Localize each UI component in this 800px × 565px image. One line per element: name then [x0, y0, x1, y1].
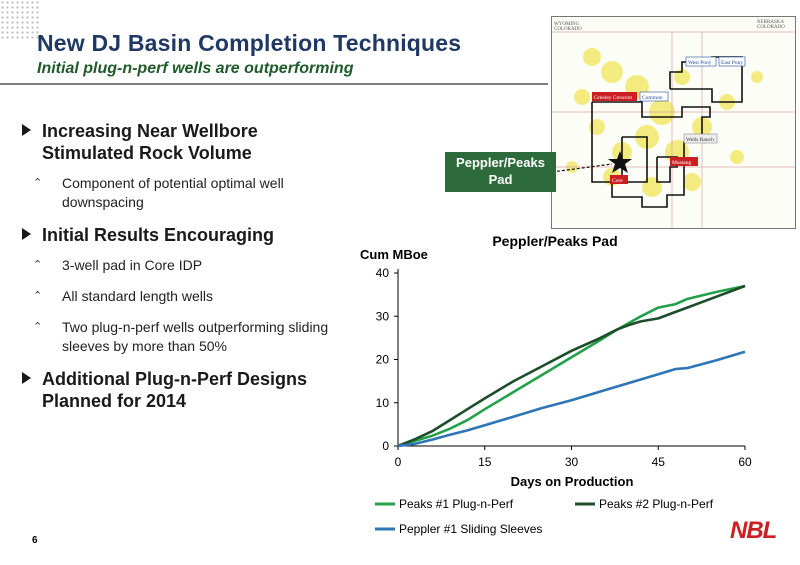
map-area-label: Greeley Crescent [594, 95, 632, 101]
slide-title: New DJ Basin Completion Techniques [37, 30, 462, 56]
sub-bullet-text: 3-well pad in Core IDP [62, 257, 203, 273]
series-line-3 [397, 350, 746, 448]
dj-basin-map: WYOMING COLORADO NEBRASKA COLORADO West … [551, 16, 796, 229]
corner-pattern [0, 0, 40, 40]
bullet-3-text: Additional Plug-n-Perf Designs Planned f… [42, 369, 308, 411]
legend-label: Peppler #1 Sliding Sleeves [399, 522, 542, 536]
slide-subtitle: Initial plug-n-perf wells are outperform… [37, 60, 354, 77]
nbl-logo: NBL [730, 517, 777, 544]
x-tick-label: 60 [738, 455, 752, 469]
y-tick-label: 30 [376, 309, 390, 323]
sub-bullet-text: All standard length wells [62, 288, 213, 304]
sub-bullet: ⌃ 3-well pad in Core IDP [22, 256, 352, 275]
map-area-label: West Pony [688, 60, 712, 66]
sub-bullet: ⌃ All standard length wells [22, 287, 352, 306]
sub-bullet: ⌃ Two plug-n-perf wells outperforming sli… [22, 318, 352, 356]
y-axis-label: Cum MBoe [360, 247, 428, 262]
y-tick-label: 10 [376, 396, 390, 410]
y-tick-label: 20 [376, 353, 390, 367]
axes: 0 10 20 30 40 0 15 30 45 60 [376, 266, 752, 469]
bullet-1: Increasing Near Wellbore Stimulated Rock… [22, 120, 352, 164]
bullet-triangle-icon [22, 372, 31, 384]
bullet-3: Additional Plug-n-Perf Designs Planned f… [22, 368, 352, 412]
map-labels: WYOMING COLORADO NEBRASKA COLORADO [554, 20, 785, 32]
sub-bullet-text: Component of potential optimal well down… [62, 175, 284, 210]
sub-bullet-text: Two plug-n-perf wells outperforming slid… [62, 319, 329, 354]
chart-title: Peppler/Peaks Pad [492, 233, 617, 249]
series-line-1 [397, 284, 746, 448]
title-divider [0, 83, 548, 85]
y-tick-label: 40 [376, 266, 390, 280]
star-icon [608, 151, 632, 173]
bullet-triangle-icon [22, 124, 31, 136]
bullet-triangle-icon [22, 228, 31, 240]
map-state-label: NEBRASKA [757, 20, 784, 25]
map-area-label: Mustang [672, 160, 692, 166]
bullet-1-text: Increasing Near Wellbore Stimulated Rock… [42, 121, 258, 163]
production-chart: Peppler/Peaks Pad Cum MBoe Days on Produ… [360, 233, 752, 536]
map-area-label: East Pony [721, 60, 743, 66]
caret-icon: ⌃ [33, 290, 43, 302]
page-number: 6 [32, 535, 38, 546]
map-area-label: Common [642, 95, 663, 101]
bullet-2: Initial Results Encouraging [22, 224, 352, 246]
legend-label: Peaks #2 Plug-n-Perf [599, 497, 714, 511]
map-state-label: WYOMING [554, 22, 580, 27]
callout-leader [552, 163, 613, 173]
well-scatter [566, 48, 763, 197]
x-tick-label: 0 [395, 455, 402, 469]
map-area-label: Wells Ranch [686, 137, 714, 143]
series-lines [397, 284, 746, 448]
map-state-label: COLORADO [554, 27, 582, 32]
caret-icon: ⌃ [33, 177, 43, 189]
x-tick-label: 45 [652, 455, 666, 469]
caret-icon: ⌃ [33, 259, 43, 271]
caret-icon: ⌃ [33, 321, 43, 333]
map-graphic: WYOMING COLORADO NEBRASKA COLORADO West … [552, 20, 795, 228]
x-tick-label: 30 [565, 455, 579, 469]
pad-callout: Peppler/Peaks Pad [445, 152, 556, 192]
sub-bullet: ⌃ Component of potential optimal well dow… [22, 174, 352, 212]
x-tick-label: 15 [478, 455, 492, 469]
bullet-2-text: Initial Results Encouraging [42, 225, 275, 245]
map-area-label: Core [612, 178, 623, 184]
area-tags: West Pony East Pony Greeley Crescent Com… [592, 56, 746, 184]
series-line-2 [397, 284, 746, 448]
map-state-label: COLORADO [757, 25, 785, 30]
bullet-list: Increasing Near Wellbore Stimulated Rock… [22, 120, 352, 422]
legend: Peaks #1 Plug-n-Perf Peaks #2 Plug-n-Perf… [375, 497, 714, 536]
legend-label: Peaks #1 Plug-n-Perf [399, 497, 514, 511]
y-tick-label: 0 [382, 439, 389, 453]
x-axis-label: Days on Production [511, 474, 634, 489]
